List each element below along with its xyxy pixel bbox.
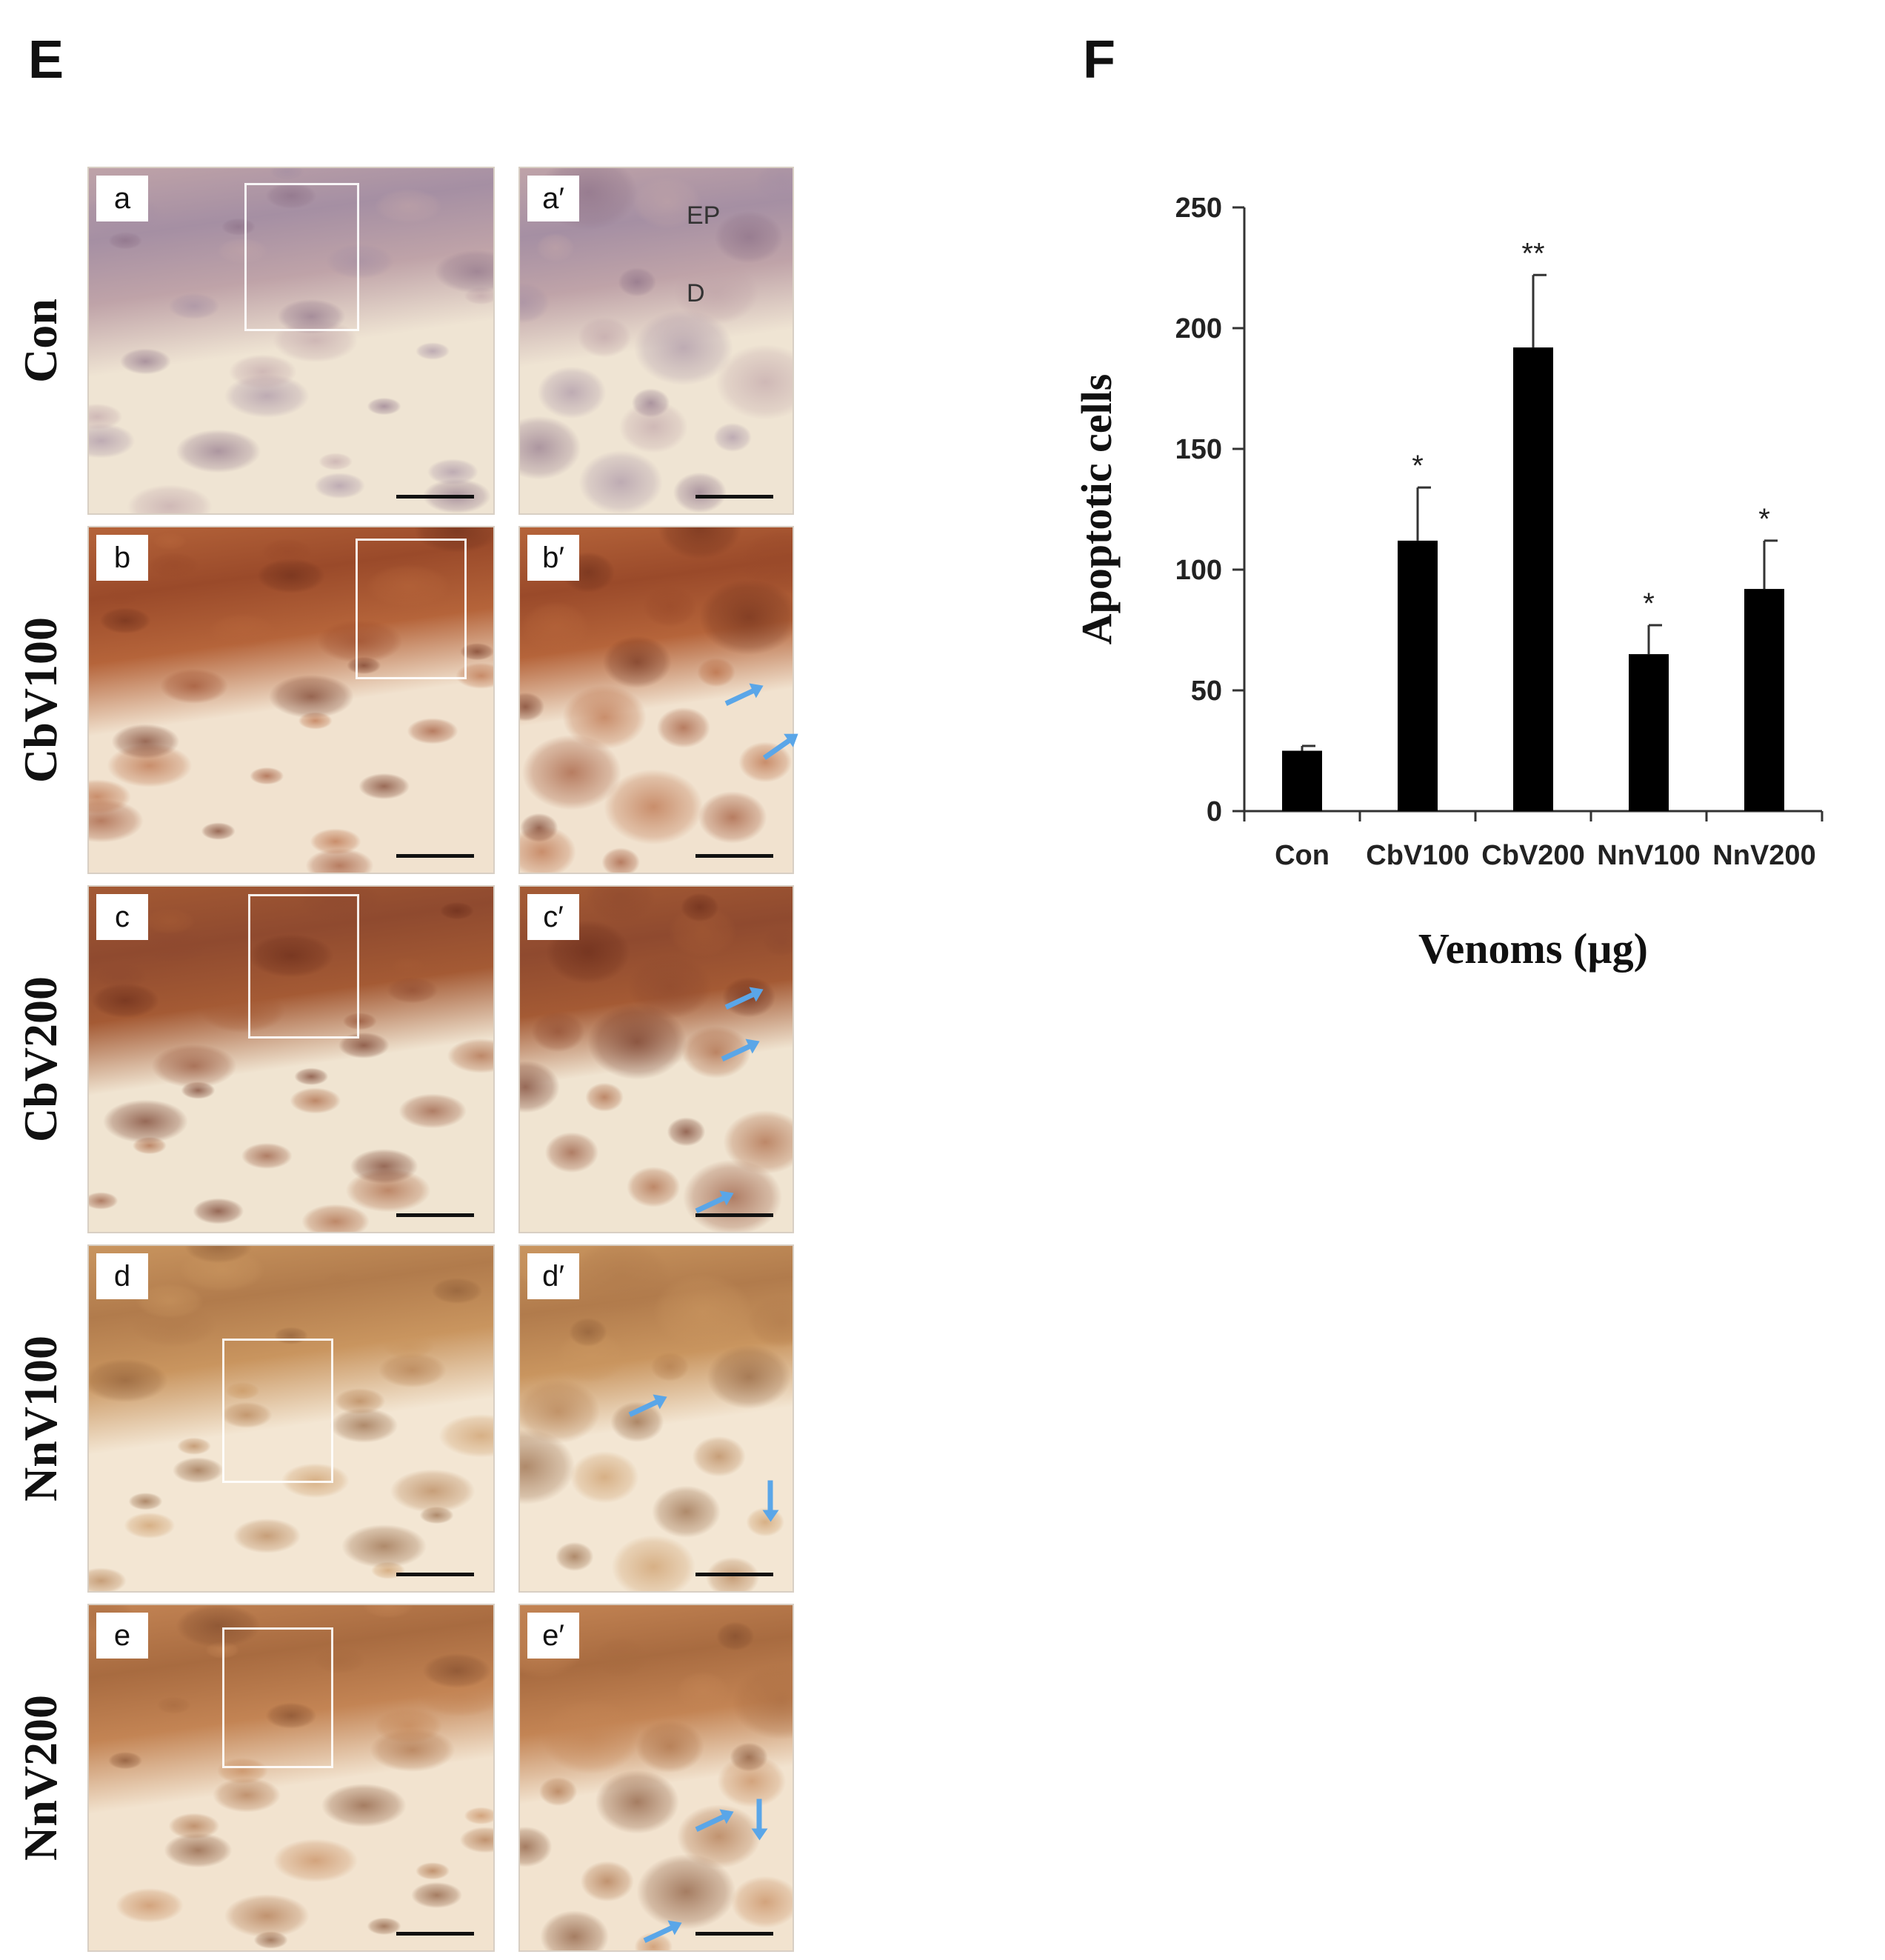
scale-bar [695, 854, 773, 858]
bar-con [1282, 750, 1322, 811]
significance-marker: ** [1521, 237, 1544, 270]
scale-bar [695, 495, 773, 499]
significance-marker: * [1643, 587, 1655, 620]
panel-tag: c′ [527, 894, 579, 940]
y-tick-label: 100 [1175, 555, 1222, 586]
y-tick-label: 150 [1175, 434, 1222, 465]
zoom-micrograph-nnv100: d′ [518, 1244, 794, 1593]
micrograph-nnv200: e [87, 1604, 495, 1952]
bar-nnv100 [1629, 654, 1669, 811]
x-tick-label: NnV200 [1712, 840, 1815, 871]
panel-tag: a [96, 176, 148, 221]
scale-bar [396, 854, 474, 858]
panel-tag: a′ [527, 176, 579, 221]
scale-bar [695, 1573, 773, 1576]
panel-tag: b [96, 535, 148, 581]
significance-marker: * [1758, 503, 1770, 536]
y-tick-label: 250 [1175, 193, 1222, 224]
zoom-micrograph-cbv100: b′ [518, 526, 794, 874]
region-of-interest-box [248, 894, 359, 1039]
x-tick-label: CbV100 [1366, 840, 1469, 871]
zoom-micrograph-con: a′ EP D [518, 167, 794, 515]
row-label-cbv200: CbV200 [14, 976, 67, 1143]
bar-cbv200 [1513, 347, 1553, 812]
panel-letter-f: F [1083, 30, 1115, 90]
bar-nnv200 [1744, 589, 1784, 811]
panel-tag: e [96, 1613, 148, 1659]
epidermis-label: EP [687, 201, 721, 230]
y-tick-label: 200 [1175, 313, 1222, 344]
panel-tag: d [96, 1253, 148, 1299]
panel-letter-e: E [28, 30, 64, 90]
scale-bar [396, 1573, 474, 1576]
micrograph-nnv100: d [87, 1244, 495, 1593]
panel-tag: e′ [527, 1613, 579, 1659]
x-tick-label: NnV100 [1597, 840, 1700, 871]
panel-tag: d′ [527, 1253, 579, 1299]
y-axis-label: Apoptotic cells [1072, 374, 1121, 645]
x-tick-label: CbV200 [1481, 840, 1584, 871]
row-label-con: Con [14, 299, 67, 383]
micrograph-cbv200: c [87, 885, 495, 1233]
zoom-micrograph-nnv200: e′ [518, 1604, 794, 1952]
region-of-interest-box [222, 1627, 333, 1768]
region-of-interest-box [244, 183, 359, 331]
y-tick-label: 0 [1207, 796, 1222, 827]
significance-marker: * [1412, 450, 1424, 482]
region-of-interest-box [356, 539, 467, 679]
bar-cbv100 [1398, 540, 1438, 811]
scale-bar [695, 1932, 773, 1936]
x-tick-label: Con [1275, 840, 1329, 871]
scale-bar [396, 1932, 474, 1936]
x-axis-label: Venoms (µg) [1418, 924, 1648, 973]
marker-arrow-icon [767, 1480, 773, 1513]
scale-bar [396, 495, 474, 499]
region-of-interest-box [222, 1339, 333, 1483]
y-tick-label: 50 [1191, 676, 1222, 707]
row-label-nnv200: NnV200 [14, 1694, 67, 1861]
panel-tag: c [96, 894, 148, 940]
micrograph-cbv100: b [87, 526, 495, 874]
row-label-cbv100: CbV100 [14, 616, 67, 784]
scale-bar [396, 1213, 474, 1217]
marker-arrow-icon [756, 1799, 762, 1832]
row-label-nnv100: NnV100 [14, 1335, 67, 1502]
zoom-micrograph-cbv200: c′ [518, 885, 794, 1233]
scale-bar [695, 1213, 773, 1217]
micrograph-con: a [87, 167, 495, 515]
dermis-label: D [687, 279, 705, 307]
panel-tag: b′ [527, 535, 579, 581]
